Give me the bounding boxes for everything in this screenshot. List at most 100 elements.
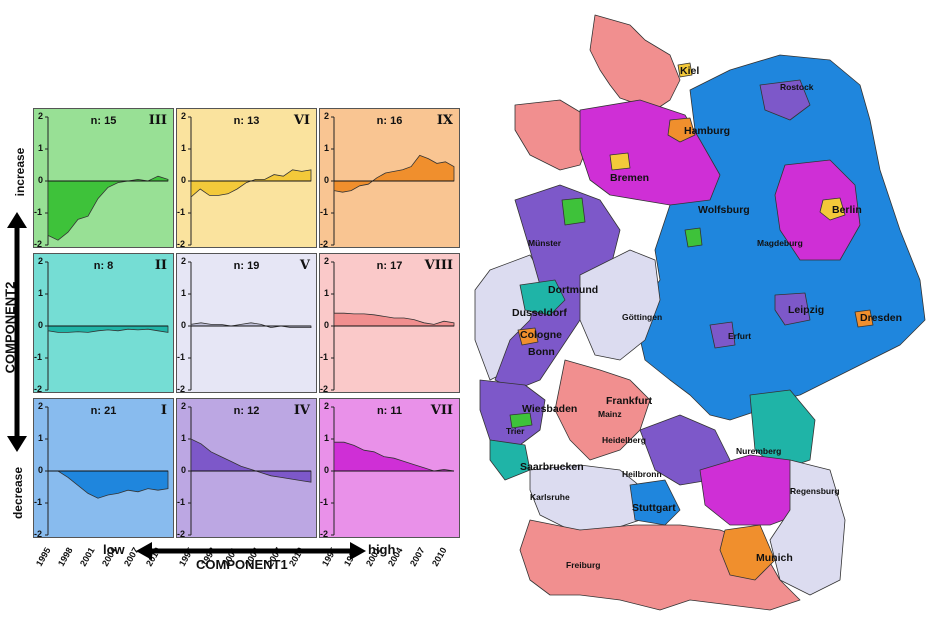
y-tick-label: 1: [181, 433, 187, 443]
region-east-frisia: [514, 99, 591, 171]
cluster-plot-V: [188, 261, 312, 391]
region-central-lavender: [579, 249, 661, 361]
city-heidelberg: Heidelberg: [602, 435, 646, 445]
city-frankfurt: Frankfurt: [606, 395, 653, 407]
y-tick-label: -2: [320, 529, 329, 539]
region-schleswig-holstein: [589, 14, 681, 111]
high-label: high: [368, 542, 396, 557]
y-tick-label: 0: [181, 175, 187, 185]
cluster-id-II: II: [154, 258, 167, 273]
y-tick-label: -2: [320, 384, 329, 394]
y-tick-label: -2: [34, 239, 43, 249]
cluster-panel-IX: 2 1 0 -1 -2 n: 16 IX: [319, 108, 460, 249]
cluster-id-V: V: [299, 258, 310, 273]
cluster-area-VII: [333, 441, 455, 472]
increase-label: increase: [13, 147, 27, 197]
city-bremen: Bremen: [610, 172, 649, 184]
y-tick-label: -1: [177, 352, 186, 362]
city-wiesbaden: Wiesbaden: [522, 403, 577, 415]
region-erfurt-purple: [709, 321, 736, 349]
cluster-id-IV: IV: [293, 403, 310, 418]
y-tick-label: 0: [324, 465, 330, 475]
x-tick-label: 2010: [430, 545, 449, 568]
low-label: low: [103, 542, 125, 557]
y-tick-label: -2: [34, 384, 43, 394]
region-brandenburg-magenta: [774, 159, 861, 261]
cluster-count-VII: n: 11: [376, 405, 403, 417]
city-erfurt: Erfurt: [728, 331, 751, 341]
cluster-count-III: n: 15: [90, 115, 117, 127]
y-tick-label: 0: [38, 175, 44, 185]
y-tick-label: 0: [38, 320, 44, 330]
y-tick-label: -1: [320, 352, 329, 362]
y-tick-label: 0: [324, 175, 330, 185]
city-labels: Kiel Rostock Hamburg Bremen Wolfsburg Be…: [506, 65, 902, 570]
city-heilbronn: Heilbronn: [622, 469, 662, 479]
city-kiel: Kiel: [680, 65, 699, 77]
y-tick-label: 0: [38, 465, 44, 475]
y-tick-label: -1: [177, 497, 186, 507]
region-dresden-orange: [854, 309, 874, 328]
y-tick-label: -1: [34, 207, 43, 217]
cluster-area-III: [47, 175, 169, 241]
y-tick-label: -1: [177, 207, 186, 217]
cluster-plot-IX: [331, 116, 455, 246]
region-bavaria-teal: [749, 389, 816, 471]
y-tick-label: -1: [320, 207, 329, 217]
y-tick-label: -2: [177, 239, 186, 249]
y-tick-label: -1: [34, 497, 43, 507]
city-dortmund: Dortmund: [548, 284, 598, 296]
y-tick-label: -2: [34, 529, 43, 539]
decrease-label: decrease: [11, 466, 25, 520]
city-wolfsburg: Wolfsburg: [698, 204, 750, 216]
region-kiel-yellow: [677, 62, 693, 78]
y-tick-label: -2: [177, 384, 186, 394]
city-hamburg: Hamburg: [684, 125, 730, 137]
cluster-count-I: n: 21: [90, 405, 117, 417]
region-east-bavaria-lavender: [769, 459, 846, 596]
city-trier: Trier: [506, 426, 525, 436]
y-tick-label: 0: [181, 465, 187, 475]
city-stuttgart: Stuttgart: [632, 502, 676, 514]
region-leipzig-purple: [774, 292, 811, 326]
region-bremen-yellow: [609, 152, 631, 171]
y-tick-label: -1: [34, 352, 43, 362]
y-tick-label: -2: [177, 529, 186, 539]
cluster-plot-I: [45, 406, 169, 536]
city-cologne: Cologne: [520, 329, 562, 341]
cluster-plot-VII: [331, 406, 455, 536]
cluster-count-VI: n: 13: [233, 115, 260, 127]
y-tick-label: 1: [38, 143, 44, 153]
cluster-plot-III: [45, 116, 169, 246]
y-tick-label: 1: [324, 288, 330, 298]
cluster-count-V: n: 19: [233, 260, 260, 272]
y-tick-label: 2: [181, 401, 187, 411]
germany-district-map: Kiel Rostock Hamburg Bremen Wolfsburg Be…: [474, 14, 926, 611]
city-rostock: Rostock: [780, 82, 814, 92]
cluster-id-VI: VI: [293, 113, 310, 128]
component1-arrow: [136, 542, 366, 560]
cluster-count-VIII: n: 17: [376, 260, 403, 272]
cluster-panel-VII: 210-1-2n: 11VII199519982001200420072010: [319, 398, 460, 568]
component2-label: COMPONENT2: [2, 281, 18, 374]
region-berlin-yellow: [819, 197, 846, 221]
cluster-id-IX: IX: [436, 113, 453, 128]
city-duesseldorf: Dusseldorf: [512, 307, 567, 319]
cluster-panel-V: 2 1 0 -1 -2 n: 19 V: [176, 253, 317, 394]
x-tick-label: 1998: [56, 545, 75, 568]
y-tick-label: 2: [38, 256, 44, 266]
y-tick-label: 1: [38, 288, 44, 298]
cluster-area-II: [47, 325, 169, 333]
city-saarbruecken: Saarbrucken: [520, 461, 584, 473]
cluster-area-I: [48, 470, 169, 499]
cluster-area-IV: [190, 438, 312, 483]
city-magdeburg: Magdeburg: [757, 238, 803, 248]
city-nuremberg: Nuremberg: [736, 446, 781, 456]
y-tick-label: 1: [38, 433, 44, 443]
cluster-id-VIII: VIII: [424, 258, 453, 273]
y-tick-label: 2: [324, 256, 330, 266]
city-berlin: Berlin: [832, 204, 862, 216]
cluster-count-IX: n: 16: [376, 115, 403, 127]
cluster-panel-VIII: 2 1 0 -1 -2 n: 17 VIII: [319, 253, 460, 394]
x-tick-label: 1995: [34, 545, 53, 568]
